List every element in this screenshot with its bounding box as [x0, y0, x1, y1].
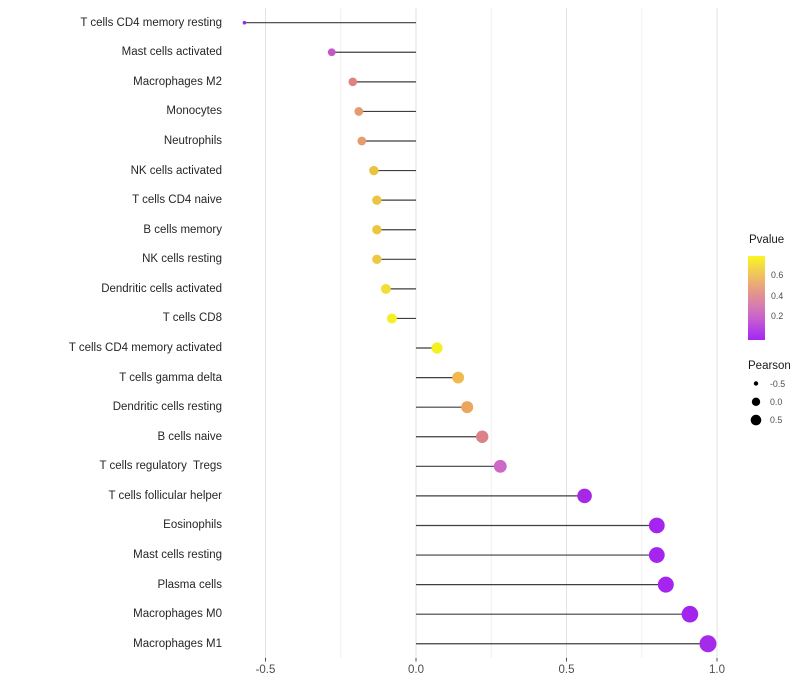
pvalue-legend-title: Pvalue — [749, 234, 785, 246]
x-axis-tick-label: 0.0 — [408, 664, 424, 676]
y-axis-label: Mast cells resting — [133, 549, 222, 562]
lollipop-dot — [386, 313, 397, 324]
y-axis-label: B cells memory — [143, 223, 222, 236]
pearson-legend-dot — [753, 381, 759, 386]
x-axis-tick-label: 0.5 — [558, 664, 575, 676]
y-axis-label: Eosinophils — [163, 519, 222, 532]
pearson-legend-label: -0.5 — [770, 378, 786, 389]
y-axis-label: Mast cells activated — [121, 46, 222, 59]
y-axis-label: T cells CD8 — [162, 312, 222, 325]
y-axis-label: T cells CD4 memory resting — [80, 16, 222, 29]
pvalue-colorbar — [748, 256, 765, 340]
lollipop-dot — [493, 459, 507, 473]
y-axis-label: Plasma cells — [157, 578, 222, 591]
pearson-legend-label: 0.5 — [770, 415, 783, 426]
lollipop-dot — [354, 107, 364, 116]
y-axis-label: Monocytes — [166, 105, 222, 118]
lollipop-dot — [327, 48, 336, 57]
pvalue-tick-label: 0.2 — [771, 311, 784, 322]
lollipop-dot — [648, 547, 665, 563]
y-axis-label: Neutrophils — [163, 135, 222, 147]
lollipop-dot — [699, 635, 717, 653]
y-axis-label: B cells naive — [157, 430, 222, 443]
lollipop-dot — [657, 576, 674, 593]
lollipop-dot — [372, 195, 382, 205]
pearson-legend-dot — [751, 397, 761, 406]
lollipop-dot — [648, 517, 665, 534]
lollipop-dot — [681, 605, 699, 623]
y-axis-label: T cells CD4 memory activated — [68, 342, 222, 355]
pvalue-tick-label: 0.4 — [771, 290, 784, 301]
y-axis-label: T cells gamma delta — [119, 371, 222, 384]
lollipop-dot — [372, 254, 382, 264]
lollipop-dot — [372, 225, 382, 235]
y-axis-label: Macrophages M1 — [133, 637, 222, 650]
pearson-legend-label: 0.0 — [770, 396, 783, 407]
y-axis-label: T cells follicular helper — [108, 489, 222, 502]
pearson-legend-dot — [750, 414, 762, 426]
y-axis-label: Dendritic cells activated — [101, 282, 222, 295]
lollipop-dot — [476, 430, 489, 443]
lollipop-dot — [357, 136, 367, 146]
y-axis-label: NK cells activated — [130, 164, 222, 177]
y-axis-label: Macrophages M2 — [133, 75, 222, 88]
pearson-legend-title: Pearson — [748, 360, 791, 372]
lollipop-dot — [452, 371, 465, 384]
lollipop-dot — [348, 77, 358, 87]
x-axis-tick-label: -0.5 — [255, 664, 276, 676]
lollipop-dot — [242, 20, 247, 25]
y-axis-label: Macrophages M0 — [133, 608, 222, 621]
y-axis-label: T cells CD4 naive — [132, 194, 222, 207]
pvalue-tick-label: 0.6 — [771, 270, 784, 281]
y-axis-label: NK cells resting — [142, 253, 222, 266]
y-axis-label: Dendritic cells resting — [112, 401, 222, 414]
lollipop-dot — [431, 342, 443, 354]
x-axis-tick-label: 1.0 — [709, 664, 725, 676]
lollipop-dot — [461, 401, 474, 414]
lollipop-dot — [381, 283, 391, 294]
lollipop-dot — [577, 488, 592, 504]
y-axis-label: T cells regulatory Tregs — [99, 460, 222, 473]
lollipop-dot — [369, 165, 379, 176]
